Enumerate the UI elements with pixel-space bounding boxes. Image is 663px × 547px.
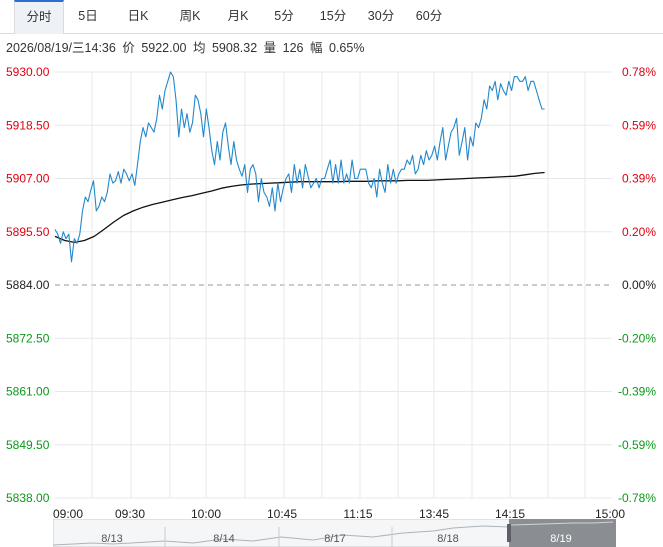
x-tick-label: 11:15 — [343, 507, 372, 519]
volume-value: 126 — [282, 41, 304, 55]
y-tick-label: 5930.00 — [6, 65, 50, 79]
navigator-date-label: 8/17 — [324, 533, 345, 545]
y-tick-label: 5849.50 — [6, 438, 50, 452]
tab-1[interactable]: 分时 — [14, 0, 64, 34]
y-tick-label: 5872.50 — [6, 331, 50, 345]
pct-tick-label: 0.00% — [622, 278, 656, 292]
tab-2[interactable]: 5日 — [78, 9, 98, 23]
quote-info-bar: 2026/08/19/三14:36 价 5922.00 均 5908.32 量 … — [6, 37, 367, 56]
y-tick-label: 5918.50 — [6, 118, 50, 132]
tab-4[interactable]: 周K — [179, 9, 201, 23]
price-line — [54, 71, 545, 263]
x-tick-label: 15:00 — [595, 507, 625, 519]
navigator-trend-line — [53, 525, 510, 546]
navigator-date-label: 8/13 — [101, 533, 122, 545]
tab-7[interactable]: 15分 — [319, 9, 347, 23]
avg-price-line — [54, 171, 545, 244]
pct-tick-label: -0.59% — [618, 438, 656, 452]
y-tick-label: 5907.00 — [6, 172, 50, 186]
pct-tick-label: -0.20% — [618, 331, 656, 345]
navigator-date-label: 8/19 — [550, 533, 571, 545]
tab-5[interactable]: 月K — [227, 9, 249, 23]
pct-tick-label: 0.59% — [622, 118, 656, 132]
price-value: 5922.00 — [141, 41, 187, 55]
volume-label: 量 — [263, 41, 277, 55]
x-tick-label: 09:00 — [53, 507, 83, 519]
avg-label: 均 — [192, 41, 206, 55]
change-label: 幅 — [310, 41, 323, 55]
tab-8[interactable]: 30分 — [367, 9, 395, 23]
price-label: 价 — [122, 41, 135, 55]
pct-tick-label: 0.78% — [622, 65, 656, 79]
navigator-trend-line-selected — [510, 521, 614, 526]
change-value: 0.65% — [329, 41, 365, 55]
pct-tick-label: -0.78% — [618, 491, 656, 505]
avg-value: 5908.32 — [211, 41, 258, 55]
y-tick-label: 5838.00 — [6, 491, 50, 505]
x-tick-label: 10:45 — [267, 507, 297, 519]
navigator-drag-handle[interactable] — [507, 524, 511, 542]
x-tick-label: 14:15 — [495, 507, 525, 519]
date-navigator[interactable]: 8/13 8/14 8/17 8/18 8/19 — [53, 519, 616, 547]
tab-9[interactable]: 60分 — [415, 9, 443, 23]
y-tick-label: 5895.50 — [6, 225, 50, 239]
y-tick-label: 5884.00 — [6, 278, 50, 292]
pct-tick-label: 0.39% — [622, 172, 656, 186]
x-tick-label: 10:00 — [191, 507, 221, 519]
x-tick-label: 09:30 — [115, 507, 145, 519]
pct-tick-label: -0.39% — [618, 385, 656, 399]
intraday-chart[interactable]: 5930.00 0.78% 5918.50 0.59% 5907.00 0.39% 5895… — [0, 60, 663, 519]
tab-3[interactable]: 日K — [127, 9, 149, 23]
y-tick-label: 5861.00 — [6, 385, 50, 399]
tab-6[interactable]: 5分 — [274, 9, 294, 23]
period-tabs: 分时 5日 日K 周K 月K 5分 15分 30分 60分 — [0, 0, 663, 34]
navigator-date-label: 8/18 — [437, 533, 458, 545]
pct-tick-label: 0.20% — [622, 225, 656, 239]
navigator-date-label: 8/14 — [213, 533, 234, 545]
quote-datetime: 2026/08/19/三14:36 — [6, 41, 116, 55]
x-tick-label: 13:45 — [419, 507, 449, 519]
